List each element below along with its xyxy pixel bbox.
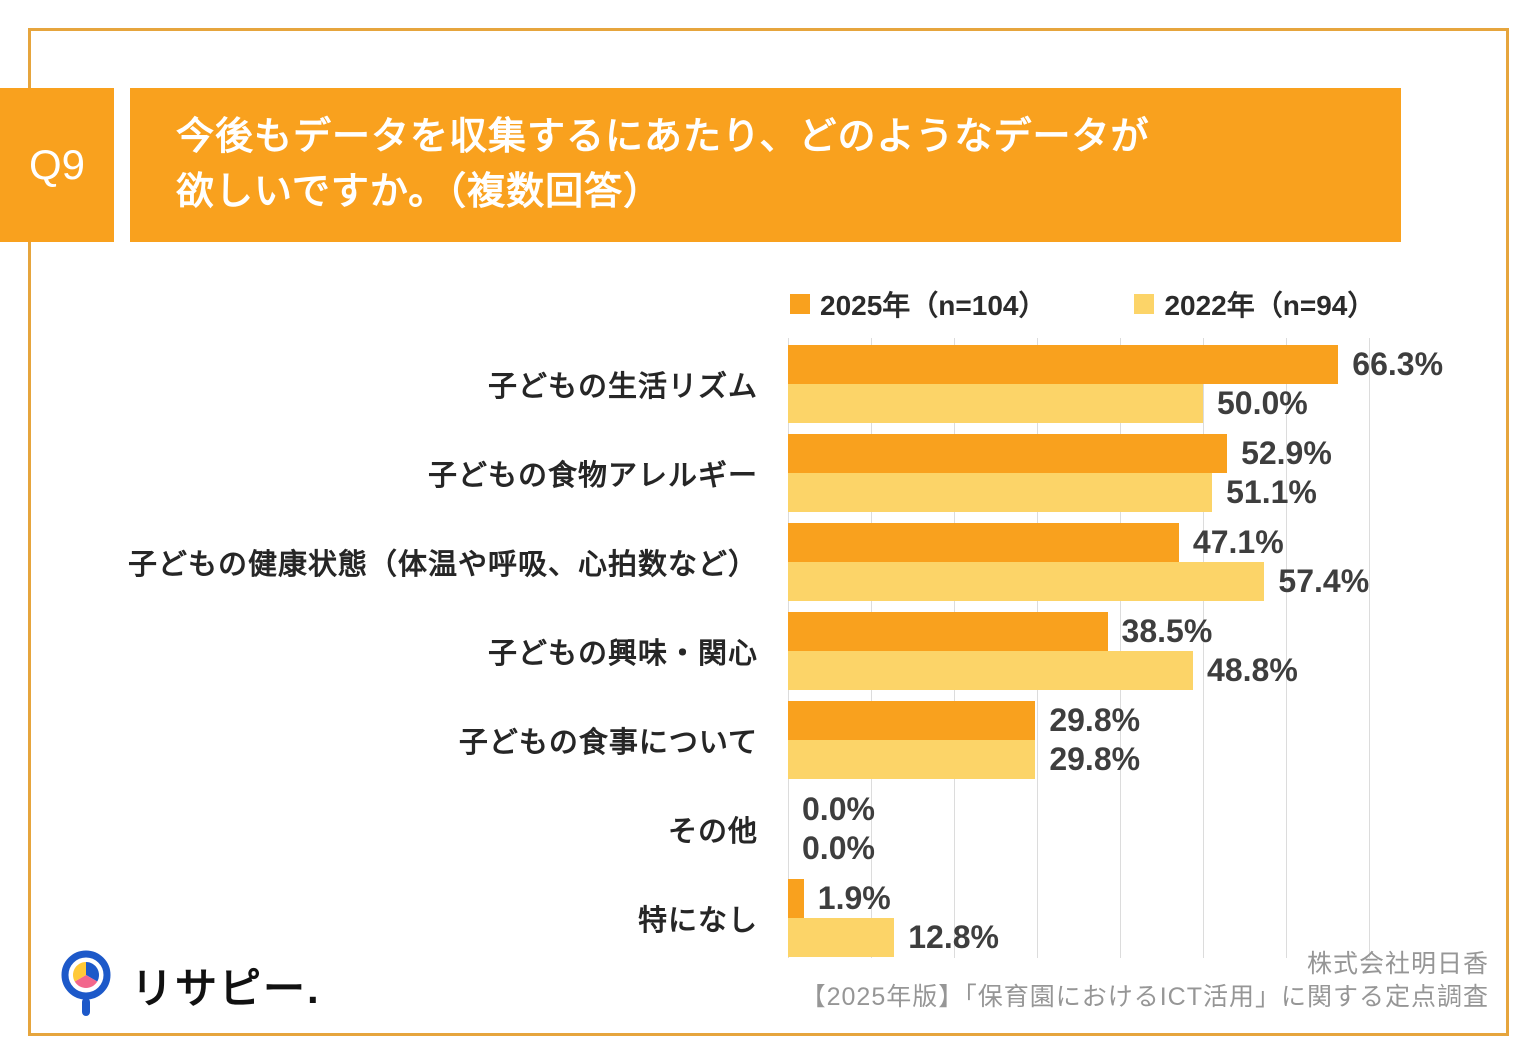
category-label: 子どもの食物アレルギー [427,460,758,492]
chart-rows: 子どもの生活リズム 66.3% 50.0% 子どもの食物アレルギー 52.9% 51.1%… [0,345,1536,957]
category-label: 子どもの生活リズム [487,371,758,403]
resapi-logo: リサピー. [55,946,321,1024]
question-number: Q9 [28,141,86,188]
category-bars: 29.8% 29.8% [788,701,1369,779]
category-bars: 38.5% 48.8% [788,612,1369,690]
value-label: 51.1% [1226,474,1317,510]
value-label: 38.5% [1121,613,1213,649]
value-label: 29.8% [1049,702,1141,738]
category-bars: 0.0% 0.0% [788,790,1369,868]
bar-2022 [788,384,1203,423]
legend-swatch-2025 [790,294,810,314]
bar-2025 [788,612,1108,651]
bar-2025 [788,434,1228,473]
category-row: 子どもの健康状態（体温や呼吸、心拍数など） 47.1% 57.4% [0,523,1536,601]
value-label: 0.0% [802,791,875,827]
bar-2025 [788,523,1179,562]
legend-item-2022: 2022年（n=94） [1134,284,1375,324]
value-label: 66.3% [1352,346,1444,382]
bar-2025 [788,879,804,918]
legend-swatch-2022 [1134,294,1155,314]
question-title-banner: 今後もデータを収集するにあたり、どのようなデータが 欲しいですか。（複数回答） [130,88,1401,242]
bar-2022 [788,918,895,957]
bar-2025 [788,701,1036,740]
legend-label-2022: 2022年（n=94） [1164,290,1376,321]
category-bars: 1.9% 12.8% [788,879,1369,957]
category-row: その他 0.0% 0.0% [0,790,1536,868]
bar-2022 [788,562,1265,601]
category-bars: 52.9% 51.1% [788,434,1369,512]
chart-legend: 2025年（n=104） 2022年（n=94） [790,284,1375,324]
category-row: 子どもの興味・関心 38.5% 48.8% [0,612,1536,690]
category-label: その他 [667,816,758,848]
logo-wordmark: リサピー. [131,964,321,1012]
bar-2022 [788,473,1213,512]
category-label: 子どもの健康状態（体温や呼吸、心拍数など） [127,549,758,581]
gridline [1369,338,1370,958]
category-label: 子どもの食事について [458,727,758,759]
page-border-frame [28,28,1509,1036]
bar-chart: 子どもの生活リズム 66.3% 50.0% 子どもの食物アレルギー 52.9% 51.1%… [0,338,1536,968]
value-label: 0.0% [802,830,875,866]
category-bars: 66.3% 50.0% [788,345,1443,423]
category-row: 子どもの食事について 29.8% 29.8% [0,701,1536,779]
legend-item-2025: 2025年（n=104） [790,284,1046,324]
gridline [1286,338,1287,958]
footer-survey-title: 【2025年版】「保育園におけるICT活用」に関する定点調査 [800,983,1489,1011]
category-label: 子どもの興味・関心 [487,638,758,670]
value-label: 48.8% [1207,652,1298,688]
bar-2022 [788,740,1036,779]
value-label: 50.0% [1217,385,1308,421]
footer-company: 株式会社明日香 [1306,950,1489,978]
question-title-line2: 欲しいですか。（複数回答） [176,171,663,213]
resapi-pie-magnifier-icon [61,950,111,1016]
footer-credit: 株式会社明日香 【2025年版】「保育園におけるICT活用」に関する定点調査 [801,948,1489,1014]
value-label: 57.4% [1278,563,1370,599]
category-row: 子どもの生活リズム 66.3% 50.0% [0,345,1536,423]
category-row: 子どもの食物アレルギー 52.9% 51.1% [0,434,1536,512]
value-label: 12.8% [908,919,999,955]
value-label: 47.1% [1192,524,1284,560]
legend-label-2025: 2025年（n=104） [820,290,1047,321]
value-label: 1.9% [817,880,891,916]
value-label: 52.9% [1241,435,1332,471]
category-label: 特になし [637,905,758,937]
bar-2025 [788,345,1339,384]
gridline [1203,338,1204,958]
category-row: 特になし 1.9% 12.8% [0,879,1536,957]
question-title-line1: 今後もデータを収集するにあたり、どのようなデータが [176,116,1150,158]
value-label: 29.8% [1049,741,1141,777]
question-number-badge: Q9 [0,88,114,242]
category-bars: 47.1% 57.4% [788,523,1369,601]
gridline [1120,338,1121,958]
bar-2022 [788,651,1194,690]
